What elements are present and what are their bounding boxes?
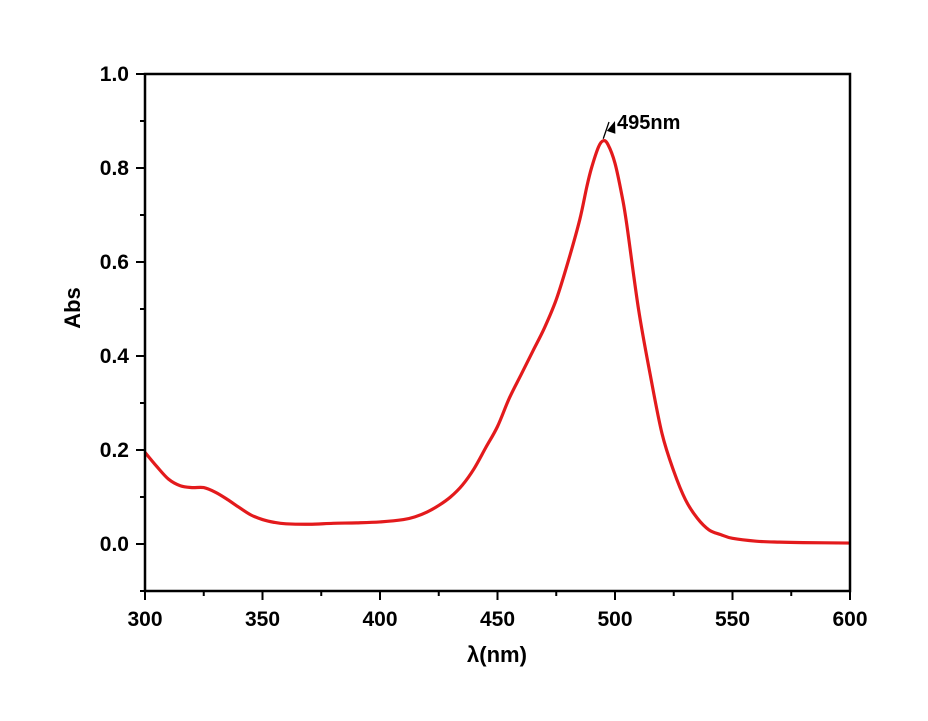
x-axis-title: λ(nm): [467, 642, 527, 667]
x-tick-label: 600: [832, 608, 867, 631]
absorbance-curve: [143, 139, 851, 545]
y-tick-label: 0.6: [100, 251, 129, 274]
y-tick-label: 0.2: [100, 439, 129, 462]
y-tick-label: 1.0: [100, 63, 129, 86]
peak-arrow: [602, 121, 610, 139]
y-tick-label: 0.8: [100, 157, 130, 180]
x-tick-labels: 300 350 400 450 500 550 600: [127, 608, 867, 631]
y-tick-labels: 0.0 0.2 0.4 0.6 0.8 1.0: [100, 63, 130, 556]
peak-annotation: 495nm: [617, 112, 680, 134]
x-tick-label: 550: [715, 608, 750, 631]
plot-frame: [143, 72, 852, 593]
y-tick-label: 0.4: [100, 345, 130, 368]
y-tick-label: 0.0: [100, 533, 129, 556]
x-tick-label: 400: [362, 608, 397, 631]
axis-ticks: [136, 73, 851, 600]
x-tick-label: 300: [127, 608, 162, 631]
y-axis-title: Abs: [60, 287, 85, 329]
x-tick-label: 450: [480, 608, 515, 631]
x-tick-label: 350: [245, 608, 280, 631]
x-tick-label: 500: [597, 608, 632, 631]
arrowhead-icon: [606, 121, 616, 134]
